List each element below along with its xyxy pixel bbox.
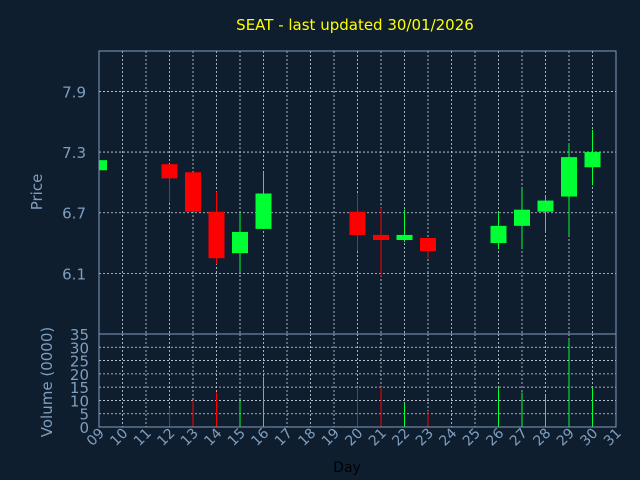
candle-body — [561, 157, 577, 197]
volume-tick-label: 10 — [70, 392, 89, 410]
price-candles — [98, 129, 601, 277]
candle-body — [420, 237, 436, 252]
price-axis-ticks: 6.1 6.7 7.3 7.9 — [62, 83, 86, 283]
x-axis-label: Day — [333, 460, 361, 476]
price-tick-label: 7.3 — [62, 144, 86, 162]
volume-tick-label: 15 — [70, 379, 89, 397]
candle-body — [490, 225, 507, 244]
candle-body — [99, 160, 107, 171]
candle-body — [208, 211, 225, 259]
candle-body — [396, 234, 413, 241]
candle-body — [373, 234, 389, 241]
volume-bars — [169, 339, 593, 427]
x-axis-ticks: 09 10 11 12 13 14 15 16 17 18 19 20 21 22 23 24 25 26 27 28… — [84, 425, 625, 449]
volume-tick-label: 25 — [70, 353, 89, 371]
candle-body — [161, 164, 178, 179]
volume-tick-label: 5 — [79, 406, 89, 424]
chart-title: SEAT - last updated 30/01/2026 — [236, 16, 474, 34]
volume-tick-label: 30 — [70, 339, 89, 357]
candle-body — [255, 193, 272, 229]
price-tick-label: 7.9 — [62, 83, 86, 101]
volume-axis-label: Volume (0000) — [38, 327, 56, 437]
candle-body — [349, 211, 366, 235]
candle-body — [232, 231, 248, 254]
price-tick-label: 6.7 — [62, 205, 86, 223]
candle-body — [514, 209, 530, 226]
volume-tick-label: 20 — [70, 366, 89, 384]
volume-tick-label: 35 — [70, 326, 89, 344]
price-axis-label: Price — [28, 174, 46, 211]
candle-body — [584, 152, 601, 168]
volume-panel-frame — [98, 333, 617, 428]
candle-body — [537, 200, 554, 212]
price-tick-label: 6.1 — [62, 265, 86, 283]
candle-body — [185, 172, 201, 212]
volume-tick-label: 0 — [79, 419, 89, 437]
